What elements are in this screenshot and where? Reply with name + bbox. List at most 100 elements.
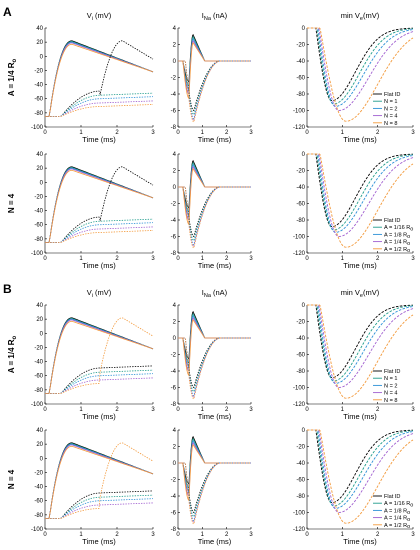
pB-r0-ina-y-tick-label: 4 (173, 303, 177, 309)
pB-r0-vi-dotted-0 (45, 365, 154, 394)
pB-r1-ve-y-tick-label: -100 (293, 511, 306, 517)
pB-r1-vi-dotted-0 (45, 490, 154, 519)
pB-r1-ina-x-tick-label: 3 (249, 532, 253, 538)
pA-r0-ina-y-tick-label: 0 (173, 59, 177, 65)
pA-r1-ve-legend-label-3: A = 1/4 Ro (384, 240, 410, 247)
pB-r0-vi-x-tick-label: 3 (151, 407, 155, 413)
pA-r1-ve-y-tick-label: -40 (296, 185, 305, 191)
pB-r1-ve-legend-label-3: A = 1/4 Ro (384, 516, 410, 523)
pA-r1-ve-series-1 (307, 153, 414, 231)
pB-r1-vi-dotted-4 (45, 442, 154, 519)
pB-r1-vi-x-tick-label: 3 (151, 532, 155, 538)
pB-r0-vi-y-tick-label: 40 (36, 303, 43, 309)
pA-r0-ve-x-tick-label: 2 (376, 130, 380, 136)
pB-r1-ve-series-2 (307, 429, 414, 509)
pA-r1-vi-y-tick-label: 40 (36, 152, 43, 158)
pA-r0-ve-series-1 (307, 27, 414, 105)
pA-r1-ve-dashed-4 (307, 153, 414, 248)
pA-r1-ve-y-tick-label: -100 (293, 235, 306, 241)
pA-r1-ina-solid-4 (178, 168, 251, 225)
pB-r0-ina-y-tick-label: 2 (173, 320, 177, 326)
pA-r1-ina-y-tick-label: -8 (171, 251, 177, 257)
pB-r1-vi-y-tick-label: -80 (34, 513, 43, 519)
pA-r0-vi-y-tick-label: -80 (34, 111, 43, 117)
pA-r0-vi-x-tick-label: 0 (43, 130, 47, 136)
pB-r0-ve-legend-label-4: N = 8 (384, 398, 398, 404)
pB-r0-vi-dotted-4 (45, 317, 154, 394)
row-label: N = 4 (7, 193, 16, 213)
pB-r1-ve-x-tick-label: 0 (305, 532, 309, 538)
pA-r1-vi-x-tick-label: 2 (115, 256, 119, 262)
pA-r0-ina-y-tick-label: 2 (173, 43, 177, 49)
pA-r1-ve-y-tick-label: -20 (296, 169, 305, 175)
pA-r0-ve-series-2 (307, 27, 414, 107)
pA-r1-ina-x-tick-label: 1 (201, 256, 205, 262)
pB-r0-ina-solid-3 (178, 317, 251, 372)
pB-r1-ina-solid-4 (178, 444, 251, 501)
pB-r1-ve-y-tick-label: -120 (293, 527, 306, 533)
pB-r1-ve-legend-label-0: Flat ID (384, 494, 400, 500)
pB-r0-ve-legend-label-3: N = 4 (384, 391, 398, 397)
pA-r1-ve-x-tick-label: 0 (305, 256, 309, 262)
pA-r1-ina-y-tick-label: 0 (173, 185, 177, 191)
pA-r1-vi-dotted-1 (45, 218, 154, 243)
pB-r0-ve-legend-label-2: N = 2 (384, 383, 398, 389)
pB-r0-vi-x-tick-label: 0 (43, 407, 47, 413)
pA-r0-vi-dotted-4 (45, 104, 154, 117)
pA-r0-vi-x-tick-label: 3 (151, 130, 155, 136)
pA-r0-ve-legend-label-4: N = 8 (384, 121, 398, 127)
column-title: INa (nA) (202, 11, 228, 22)
panel-letter: A (3, 5, 12, 19)
pB-r1-ina-y-tick-label: 4 (173, 428, 177, 434)
pB-r1-ve-dashed-2 (307, 429, 414, 509)
pB-r0-ina-y-tick-label: -8 (171, 402, 177, 408)
pA-r0-ve-series-4 (307, 27, 414, 122)
pA-r1-ve-y-tick-label: 0 (302, 152, 306, 158)
pB-r0-vi-y-tick-label: -60 (34, 374, 43, 380)
pA-r0-ve-x-tick-label: 3 (411, 130, 415, 136)
pA-r0-vi-y-tick-label: -20 (34, 68, 43, 74)
pA-r0-vi-y-tick-label: 40 (36, 26, 43, 32)
column-title: min Ve(mV) (341, 11, 380, 22)
pB-r0-ve-legend-label-0: Flat ID (384, 369, 400, 375)
column-title: INa (nA) (202, 288, 228, 299)
pA-r0-vi-y-tick-label: 0 (40, 54, 44, 60)
pA-r0-ina-x-tick-label: 0 (176, 130, 180, 136)
pB-r1-vi-y-tick-label: -20 (34, 470, 43, 476)
pB-r0-vi-y-tick-label: -20 (34, 345, 43, 351)
pA-r1-ve-x-tick-label: 3 (411, 256, 415, 262)
pB-r0-vi-y-tick-label: -80 (34, 388, 43, 394)
pA-r1-ina-dotted-4 (178, 186, 251, 249)
pB-r1-ve-y-tick-label: -60 (296, 478, 305, 484)
pA-r0-ve-legend: Flat IDN = 1N = 2 N = 4N = 8 (373, 92, 400, 127)
pB-r1-ina-x-tick-label: 2 (225, 532, 229, 538)
column-title: Vi (mV) (87, 11, 112, 22)
pB-r0-vi-x-tick-label: 1 (79, 407, 83, 413)
pA-r0-ina-y-tick-label: -4 (171, 92, 177, 98)
pA-r1-ve-legend: Flat IDA = 1/16 RoA = 1/8 RoA = 1/4 RoA … (373, 218, 413, 254)
pA-r1-ina-y-tick-label: -4 (171, 218, 177, 224)
pA-r1-ina-y-tick-label: -6 (171, 235, 177, 241)
pB-r1-ina-dotted-4 (178, 462, 251, 525)
pB-r1-ina-y-tick-label: 0 (173, 461, 177, 467)
pA-r0-vi-x-axis-label: Time (ms) (82, 135, 116, 144)
pA-r0-ve-dashed-2 (307, 27, 414, 107)
pB-r1-vi-y-tick-label: -100 (31, 527, 44, 533)
pB-r1-vi-x-tick-label: 2 (115, 532, 119, 538)
pA-r1-vi-y-tick-label: -40 (34, 209, 43, 215)
pB-r0-ve-y-tick-label: -120 (293, 402, 306, 408)
pB-r1-ina-y-tick-label: -4 (171, 494, 177, 500)
row-label: A = 1/4 Ro (7, 335, 18, 373)
pA-r1-ve-legend-label-4: A = 1/2 Ro (384, 247, 410, 254)
pA-r1-vi-y-tick-label: -20 (34, 194, 43, 200)
pB-r0-ina-y-tick-label: -6 (171, 386, 177, 392)
pA-r0-ve-x-tick-label: 0 (305, 130, 309, 136)
pB-r1-ve-dashed-1 (307, 429, 414, 507)
